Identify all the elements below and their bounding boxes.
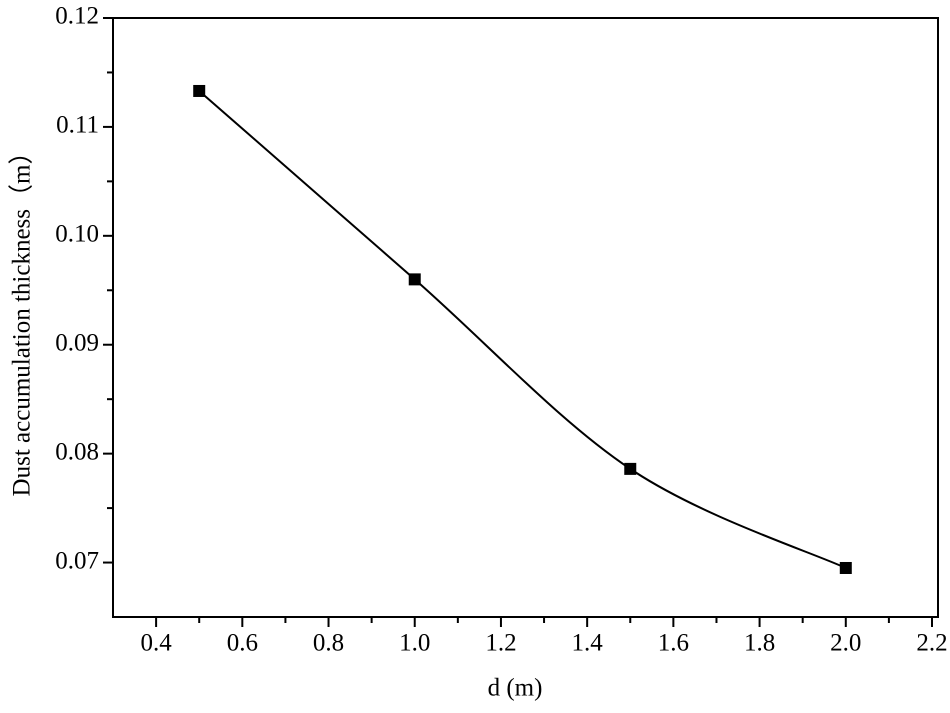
x-tick-label: 2.2 [916, 630, 947, 657]
x-tick-label: 1.4 [572, 630, 604, 657]
plot-frame [112, 17, 939, 618]
y-tick-label: 0.08 [55, 438, 99, 465]
marker [624, 462, 637, 475]
marker [408, 273, 421, 286]
y-tick-label: 0.10 [55, 221, 99, 248]
y-axis-label: Dust accumulation thickness（m） [8, 140, 36, 497]
x-tick-label: 2.0 [830, 630, 861, 657]
marker [839, 561, 852, 574]
x-tick-label: 1.6 [658, 630, 689, 657]
y-tick-label: 0.11 [56, 112, 99, 139]
y-tick-label: 0.07 [55, 547, 99, 574]
x-tick-label: 0.4 [140, 630, 172, 657]
y-tick-label: 0.09 [55, 329, 99, 356]
x-axis-label: d (m) [488, 675, 543, 702]
x-tick-label: 1.2 [485, 630, 516, 657]
y-tick-label: 0.12 [55, 3, 99, 30]
marker [193, 84, 206, 97]
x-tick-label: 1.0 [399, 630, 430, 657]
x-tick-label: 0.8 [313, 630, 344, 657]
line [198, 90, 847, 569]
x-tick-label: 1.8 [744, 630, 775, 657]
x-tick-label: 0.6 [227, 630, 258, 657]
